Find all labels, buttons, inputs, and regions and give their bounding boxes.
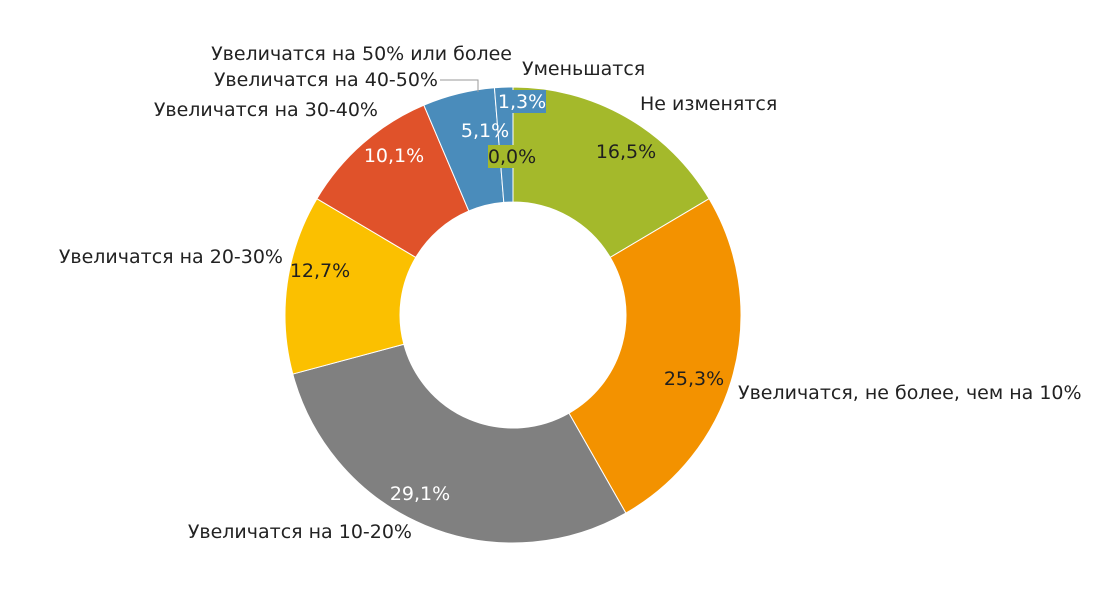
donut-slice-1 <box>512 86 710 259</box>
donut-labels: Не изменятся 16,5% Увеличатся, не более, ч… <box>59 43 1082 543</box>
category-label: Увеличатся на 30-40% <box>154 99 378 121</box>
category-label: Уменьшатся <box>522 58 645 80</box>
value-label: 16,5% <box>596 141 656 163</box>
value-label: 5,1% <box>461 120 509 142</box>
donut-slice-2 <box>568 198 742 514</box>
value-label: 0,0% <box>488 146 536 168</box>
value-label: 25,3% <box>664 368 724 390</box>
value-label-bg <box>488 145 536 168</box>
leader-line <box>440 79 479 92</box>
value-label-bg <box>498 90 546 113</box>
category-label: Увеличатся на 10-20% <box>188 521 412 543</box>
donut-slice-3 <box>292 343 627 544</box>
category-label: Увеличатся на 20-30% <box>59 246 283 268</box>
donut-slice-7 <box>493 86 514 203</box>
value-label: 10,1% <box>364 145 424 167</box>
donut-slices <box>284 86 742 544</box>
category-label: Увеличатся, не более, чем на 10% <box>738 382 1082 404</box>
category-label: Не изменятся <box>640 93 777 115</box>
value-label: 29,1% <box>390 483 450 505</box>
category-label: Увеличатся на 40-50% <box>214 69 438 91</box>
value-label: 1,3% <box>498 91 546 113</box>
value-label: 12,7% <box>290 260 350 282</box>
category-label: Увеличатся на 50% или более <box>211 43 512 65</box>
